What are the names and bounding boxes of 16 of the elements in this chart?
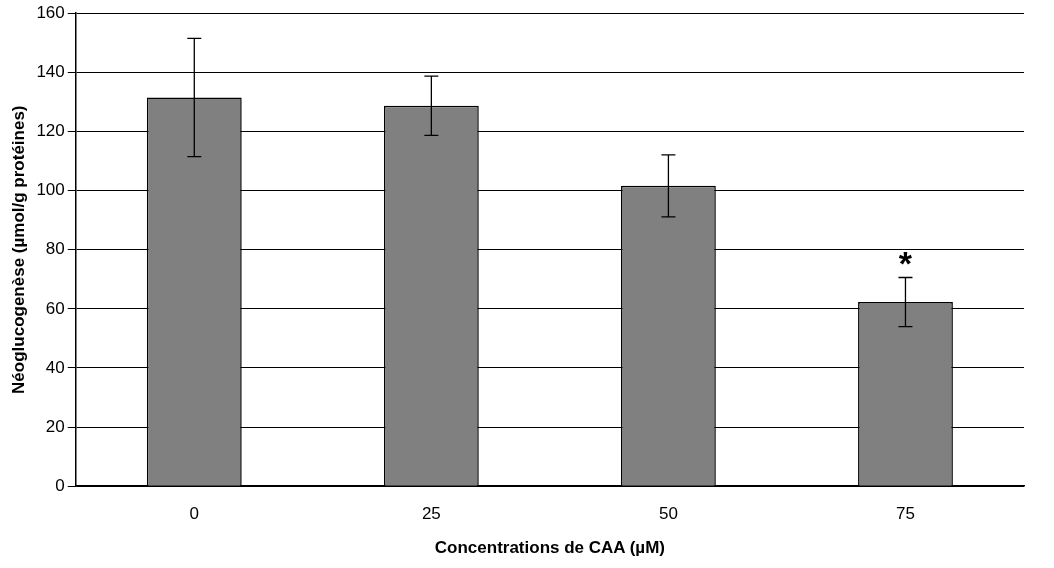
annotation: * [898,243,913,282]
y-axis-title: Néoglucogenèse (µmol/g protéines) [8,105,28,394]
x-tick-label: 0 [189,504,200,524]
y-tick-label: 100 [36,180,65,200]
x-axis-title: Concentrations de CAA (µM) [434,538,665,558]
y-tick-label: 0 [55,475,65,495]
y-tick-label: 60 [45,298,65,318]
y-tick-label: 160 [36,2,65,22]
x-tick-label: 50 [658,504,678,524]
x-tick-label: 75 [896,504,915,524]
y-tick-label: 120 [36,121,65,141]
y-tick-label: 140 [36,62,65,82]
y-tick-label: 80 [45,239,65,259]
y-tick-label: 40 [45,357,65,377]
y-tick-label: 20 [45,416,65,436]
x-tick-label: 25 [421,504,441,524]
